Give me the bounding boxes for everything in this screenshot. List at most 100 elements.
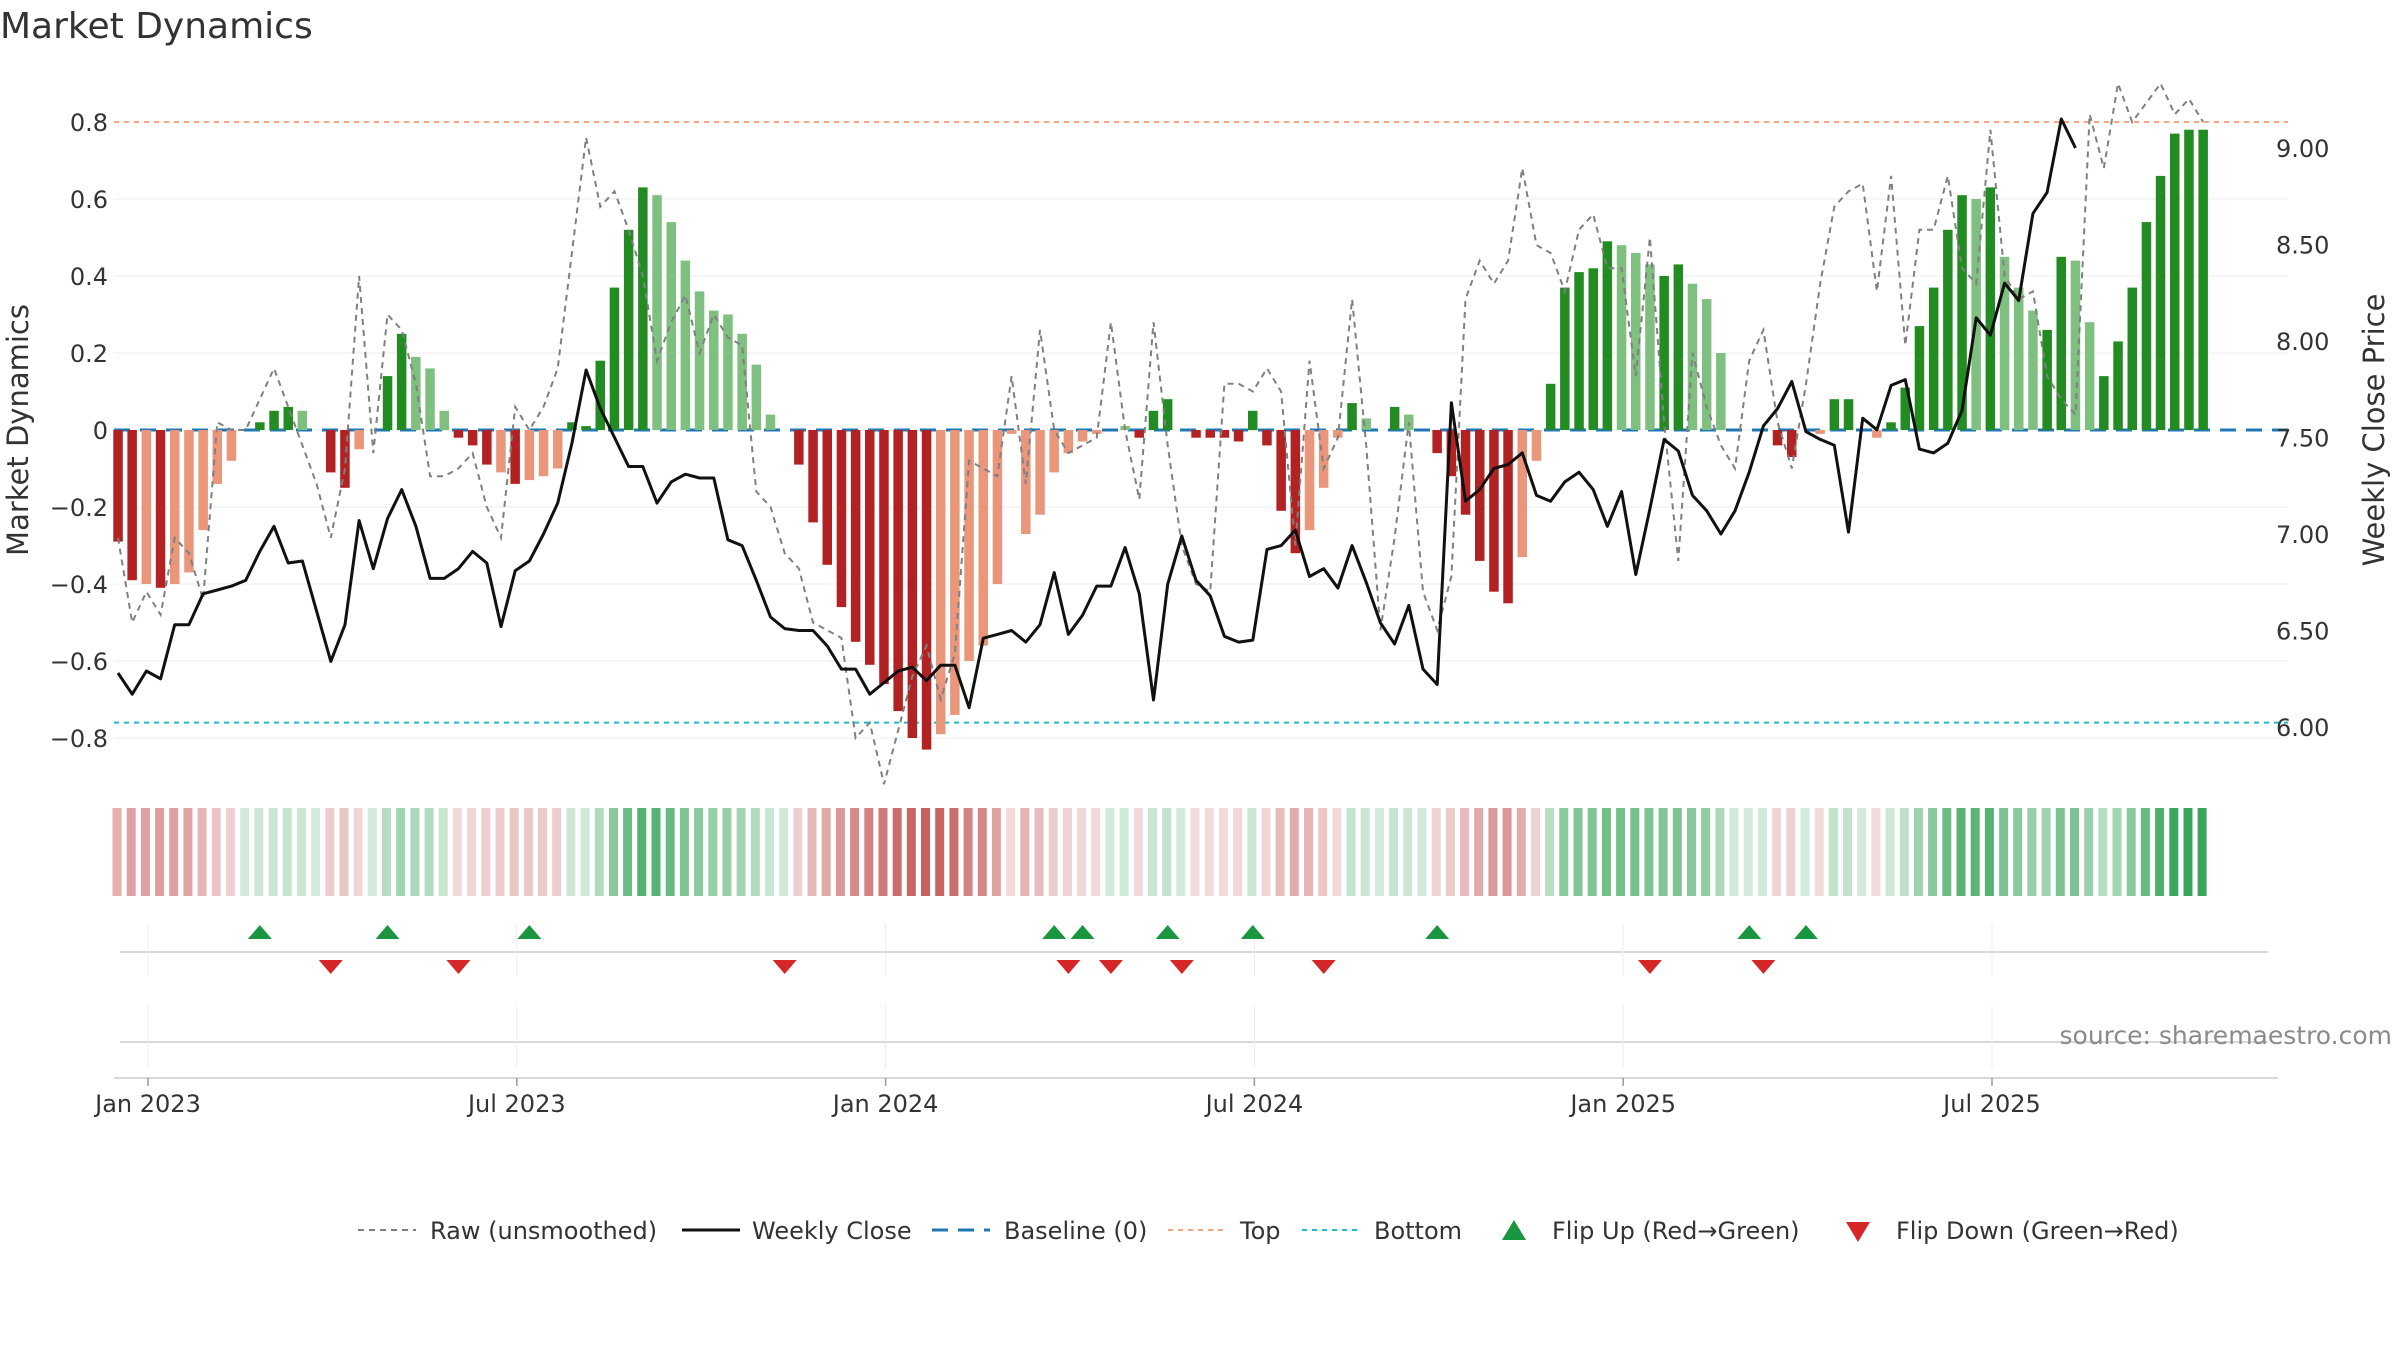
y2-tick-label: 7.50: [2276, 425, 2329, 453]
regime-cell: [1828, 808, 1838, 896]
momentum-bar: [666, 222, 676, 430]
regime-cell: [1218, 808, 1228, 896]
momentum-bar: [184, 430, 194, 573]
regime-cell: [1445, 808, 1455, 896]
momentum-bar: [751, 364, 762, 431]
momentum-bar: [808, 430, 818, 523]
regime-cell: [1715, 808, 1725, 896]
flip-up-marker: [1793, 925, 1818, 939]
price-lines: [116, 79, 2204, 785]
y-axis-label: Market Dynamics: [1, 304, 35, 556]
regime-cell: [1687, 808, 1696, 896]
momentum-bar: [1673, 264, 1684, 430]
regime-cell: [736, 808, 746, 896]
momentum-bar: [1545, 383, 1556, 430]
y-tick-label: 0.2: [70, 340, 108, 368]
momentum-bar: [709, 310, 719, 430]
momentum-bar: [1092, 430, 1102, 434]
regime-cell: [2013, 808, 2023, 896]
momentum-bar: [694, 291, 705, 430]
momentum-bar: [1631, 252, 1641, 430]
momentum-bar: [2042, 329, 2052, 430]
regime-cell: [1488, 808, 1498, 896]
legend-flip-up: Flip Up (Red→Green): [1552, 1217, 1800, 1245]
momentum-bar: [1588, 268, 1598, 430]
momentum-bar: [524, 430, 535, 481]
momentum-bar: [609, 287, 620, 430]
regime-cell: [779, 808, 789, 896]
momentum-bar: [1872, 430, 1882, 438]
regime-cell: [2098, 808, 2108, 896]
momentum-bar: [1716, 353, 1726, 430]
regime-cell: [1374, 808, 1384, 896]
momentum-bar: [141, 430, 152, 584]
momentum-bar: [921, 430, 932, 750]
momentum-bar: [326, 430, 336, 473]
regime-cell: [1474, 808, 1484, 896]
momentum-bar: [2056, 256, 2066, 431]
regime-cell: [1970, 808, 1980, 896]
momentum-bar: [836, 430, 847, 608]
legend-flip-down-icon: [1846, 1222, 1870, 1242]
y-tick-label: −0.6: [50, 648, 108, 676]
flip-down-marker: [1056, 960, 1081, 974]
momentum-bar: [113, 430, 123, 542]
y2-axis-label: Weekly Close Price: [2357, 294, 2391, 567]
flip-up-marker: [375, 925, 400, 939]
momentum-bar: [2155, 175, 2166, 430]
flip-up-marker: [517, 925, 542, 939]
regime-cell: [268, 808, 278, 896]
momentum-bar: [1262, 430, 1272, 446]
regime-cell: [1800, 808, 1810, 896]
regime-cell: [991, 808, 1001, 896]
momentum-bar: [354, 430, 364, 450]
momentum-bar: [1971, 199, 1981, 430]
regime-cell: [1190, 808, 1200, 896]
flip-up-marker: [1425, 925, 1450, 939]
momentum-bar: [1446, 430, 1457, 477]
momentum-bar: [1318, 430, 1329, 488]
momentum-bar: [652, 195, 662, 430]
momentum-bar: [2170, 133, 2180, 430]
momentum-bar: [1503, 430, 1513, 604]
regime-cell: [977, 808, 987, 896]
y2-tick-label: 7.00: [2276, 521, 2329, 549]
regime-cell: [566, 808, 576, 896]
regime-cell: [637, 808, 647, 896]
regime-cell: [1275, 808, 1285, 896]
regime-cell: [452, 808, 462, 896]
regime-cell: [2055, 808, 2065, 896]
regime-cell: [1034, 808, 1044, 896]
momentum-bar: [1957, 195, 1967, 430]
momentum-bar: [765, 414, 776, 430]
momentum-bar: [269, 410, 279, 431]
momentum-bar: [1602, 241, 1613, 430]
flip-up-marker: [1155, 925, 1180, 939]
momentum-bar: [907, 430, 918, 738]
regime-cell: [1346, 808, 1356, 896]
momentum-bar: [155, 430, 166, 588]
momentum-bar: [1687, 283, 1698, 430]
momentum-bar: [467, 430, 478, 446]
momentum-bar: [737, 333, 747, 431]
regime-cell: [1247, 808, 1257, 896]
regime-cell: [1233, 808, 1243, 896]
momentum-bar: [1914, 326, 1925, 431]
regime-cell: [2140, 808, 2150, 896]
regime-cell: [538, 808, 547, 896]
momentum-bar: [439, 410, 449, 431]
x-tick-label: Jan 2023: [93, 1090, 201, 1118]
momentum-bar: [1276, 430, 1286, 511]
momentum-bar: [2127, 287, 2137, 430]
momentum-bar: [1063, 430, 1074, 454]
regime-cell: [1048, 808, 1058, 896]
momentum-bar: [2070, 260, 2081, 430]
regime-cell: [240, 808, 250, 896]
regime-cell: [509, 808, 519, 896]
regime-cell: [1587, 808, 1597, 896]
momentum-bar: [893, 430, 903, 712]
regime-cell: [665, 808, 675, 896]
regime-cell: [495, 808, 505, 896]
momentum-bar: [1049, 430, 1059, 473]
regime-cell: [1261, 808, 1271, 896]
